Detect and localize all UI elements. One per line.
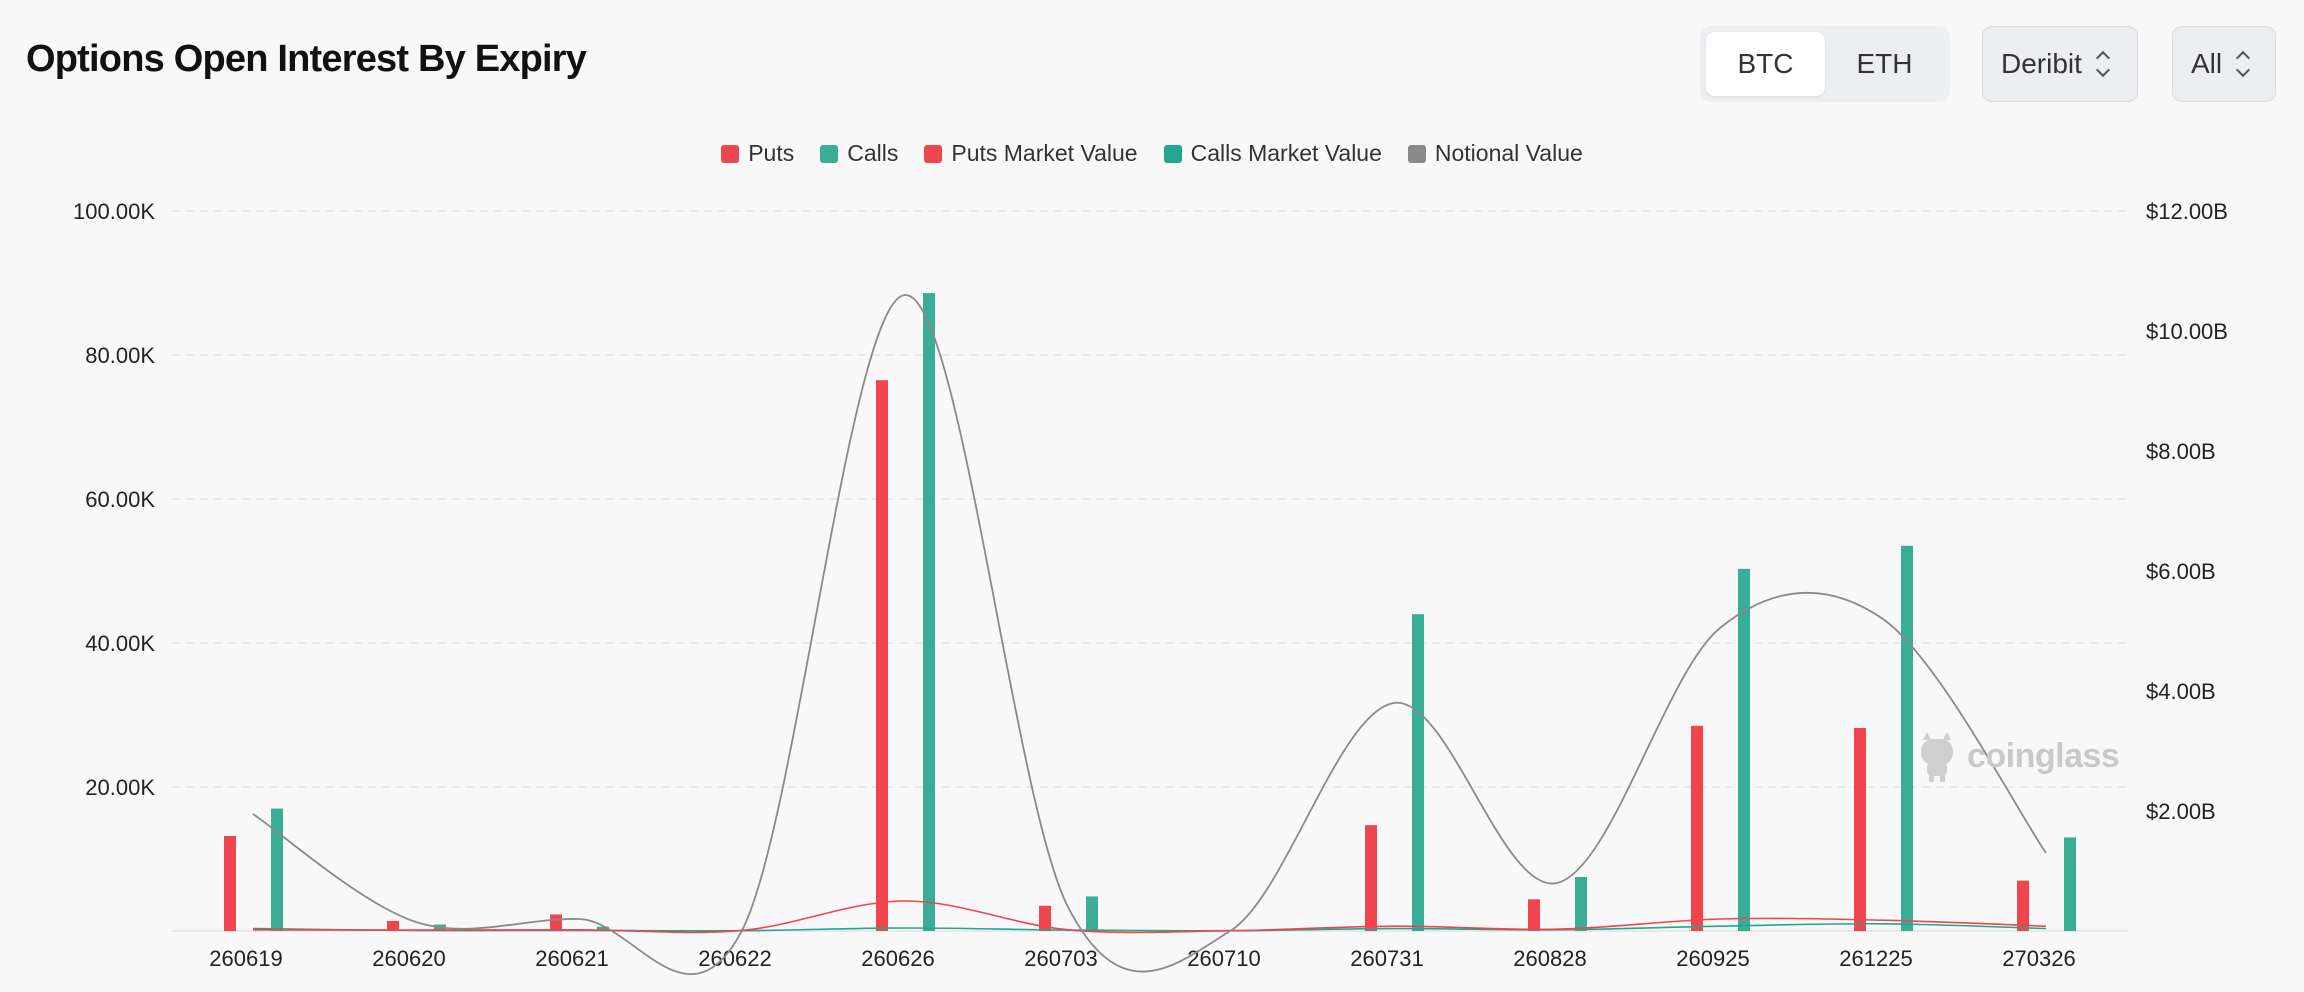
calls-bar (1575, 877, 1587, 931)
x-axis-tick-label: 260621 (535, 946, 608, 971)
left-axis-tick-label: 60.00K (85, 487, 155, 512)
puts-market-value-line (252, 900, 2047, 934)
x-axis-tick-label: 260619 (209, 946, 282, 971)
legend-swatch (1163, 144, 1182, 163)
exchange-select-value: Deribit (2001, 48, 2082, 79)
x-axis-tick-label: 261225 (1839, 946, 1912, 971)
puts-bar (1365, 825, 1377, 931)
calls-bar (923, 293, 935, 932)
puts-bar (1528, 899, 1540, 931)
x-axis-tick-label: 260703 (1024, 946, 1097, 971)
x-axis-tick-label: 260925 (1676, 946, 1749, 971)
legend-label: Notional Value (1434, 140, 1583, 166)
calls-bar (1901, 545, 1913, 931)
calls-bar (1738, 568, 1750, 931)
x-axis-tick-label: 260626 (861, 946, 934, 971)
asset-toggle: BTC ETH (1700, 26, 1950, 102)
calls-bar (1086, 896, 1098, 931)
coinglass-logo-icon (1921, 732, 1953, 782)
asset-option-btc[interactable]: BTC (1706, 32, 1825, 96)
legend-item-notional-value[interactable]: Notional Value (1407, 140, 1583, 167)
chart-legend: Puts Calls Puts Market Value Calls Marke… (0, 140, 2304, 167)
range-select[interactable]: All (2172, 26, 2276, 102)
legend-swatch (924, 144, 943, 163)
right-axis-tick-label: $6.00B (2146, 559, 2216, 584)
legend-item-calls[interactable]: Calls (820, 140, 898, 167)
page-title: Options Open Interest By Expiry (26, 38, 587, 80)
coinglass-watermark: coinglass (1915, 730, 2120, 782)
legend-label: Puts (748, 140, 795, 166)
calls-bar (2064, 837, 2076, 931)
right-axis-tick-label: $2.00B (2146, 799, 2216, 824)
legend-item-puts-market-value[interactable]: Puts Market Value (924, 140, 1138, 167)
x-axis-tick-label: 270326 (2002, 946, 2075, 971)
legend-item-puts[interactable]: Puts (721, 140, 794, 167)
puts-bar (1854, 727, 1866, 931)
calls-bar (271, 808, 283, 931)
left-axis-tick-label: 40.00K (85, 631, 155, 656)
left-axis-tick-label: 20.00K (85, 775, 155, 800)
legend-swatch (820, 144, 839, 163)
x-axis-tick-label: 260731 (1350, 946, 1423, 971)
x-axis-tick-label: 260620 (372, 946, 445, 971)
range-select-value: All (2191, 48, 2223, 79)
left-axis-tick-label: 80.00K (85, 343, 155, 368)
puts-bar (1691, 725, 1703, 931)
exchange-select[interactable]: Deribit (1982, 26, 2138, 102)
puts-bar (1039, 905, 1051, 931)
right-axis-tick-label: $4.00B (2146, 679, 2216, 704)
puts-bar (876, 380, 888, 931)
x-axis-tick-label: 260710 (1187, 946, 1260, 971)
legend-item-calls-market-value[interactable]: Calls Market Value (1163, 140, 1382, 167)
watermark-text: coinglass (1967, 736, 2120, 775)
calls-bar (1412, 614, 1424, 931)
asset-option-eth[interactable]: ETH (1856, 48, 1913, 79)
x-axis-tick-label: 260622 (698, 946, 771, 971)
x-axis-tick-label: 260828 (1513, 946, 1586, 971)
legend-label: Puts Market Value (951, 140, 1138, 166)
legend-label: Calls Market Value (1190, 140, 1382, 166)
legend-swatch (1407, 144, 1426, 163)
right-axis-tick-label: $10.00B (2146, 319, 2228, 344)
left-axis-tick-label: 100.00K (73, 199, 155, 224)
puts-bar (387, 920, 399, 931)
legend-swatch (721, 144, 740, 163)
puts-bar (2017, 880, 2029, 931)
right-axis-tick-label: $12.00B (2146, 199, 2228, 224)
right-axis-tick-label: $8.00B (2146, 439, 2216, 464)
calls-bar (597, 926, 609, 931)
legend-label: Calls (847, 140, 899, 166)
puts-bar (550, 914, 562, 931)
notional-value-line (252, 294, 2047, 975)
puts-bar (224, 835, 236, 931)
